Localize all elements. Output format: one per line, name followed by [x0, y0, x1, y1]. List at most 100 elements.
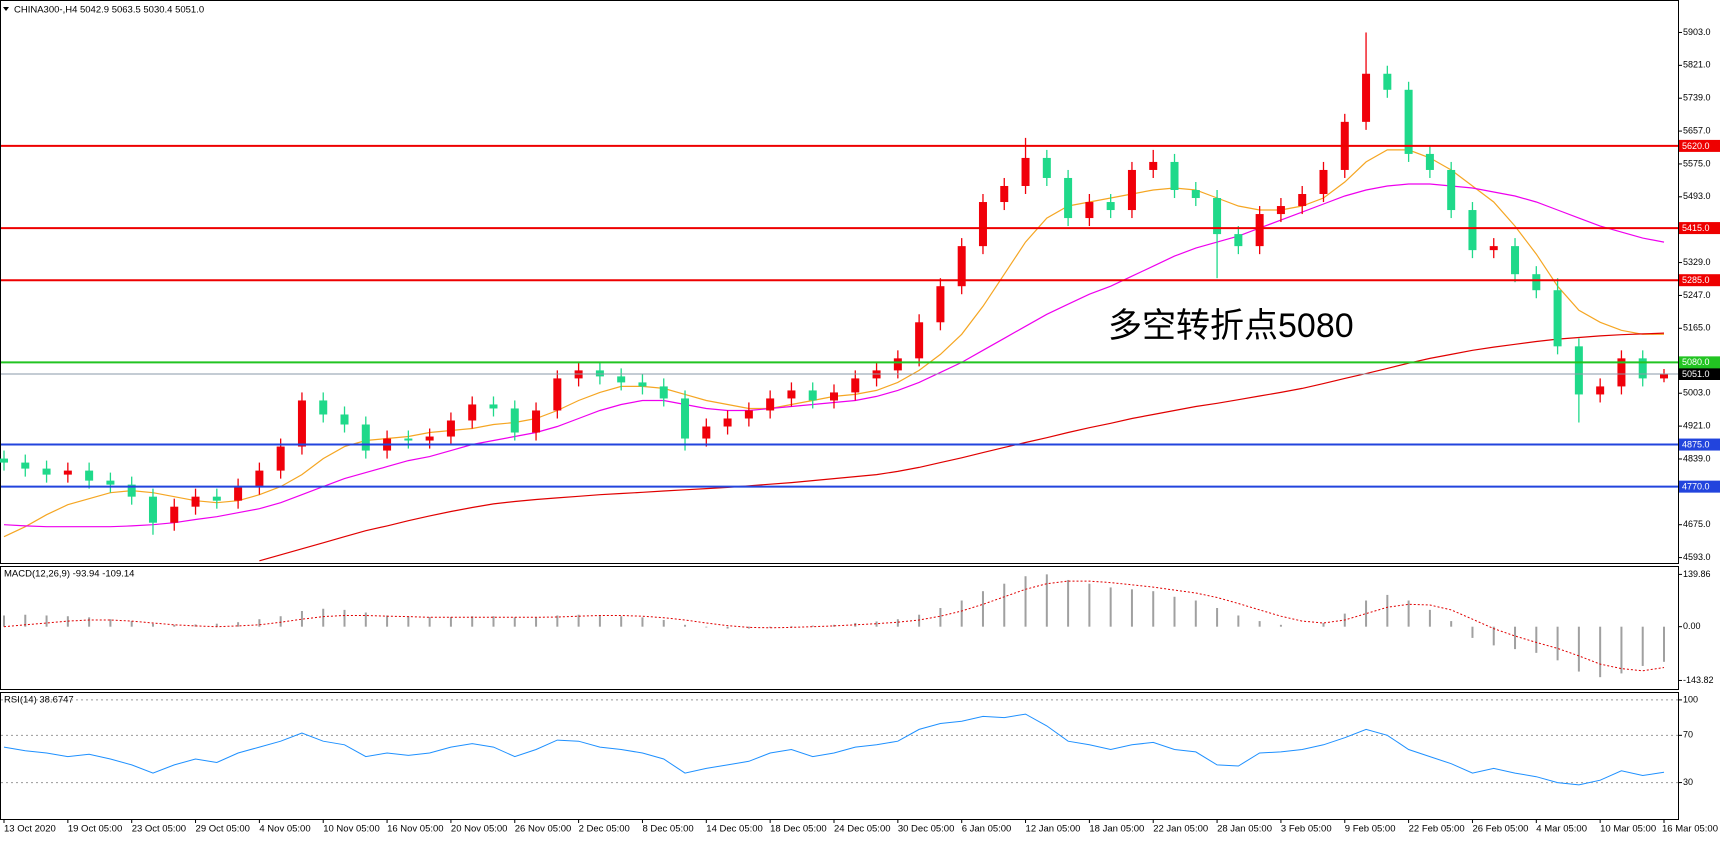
candle-body [553, 378, 562, 411]
candle-body [1106, 202, 1115, 211]
candle-body [617, 376, 626, 383]
x-tick-label: 2 Dec 05:00 [579, 824, 630, 835]
moving-average [259, 332, 1665, 562]
candle-body [255, 470, 264, 487]
candle-body [787, 390, 796, 399]
candle-body [234, 486, 243, 501]
candle-body [1191, 190, 1200, 199]
candle-body [1064, 177, 1073, 219]
x-tick-label: 22 Jan 05:00 [1153, 824, 1208, 835]
menu-triangle [3, 7, 9, 11]
x-tick-label: 19 Oct 05:00 [68, 824, 122, 835]
x-tick-label: 24 Dec 05:00 [834, 824, 891, 835]
level-box [1679, 356, 1720, 369]
x-tick-label: 8 Dec 05:00 [642, 824, 693, 835]
candle-body [532, 410, 541, 433]
candle-body [319, 400, 328, 415]
macd-panel [0, 566, 1679, 690]
x-tick-label: 26 Feb 05:00 [1472, 824, 1528, 835]
level-label: 4770.0 [1682, 482, 1710, 492]
candle-body [638, 382, 647, 387]
candle-body [1532, 274, 1541, 291]
level-label: 5620.0 [1682, 141, 1710, 151]
candle-body [659, 386, 668, 399]
chart-title: CHINA300-,H4 5042.9 5063.5 5030.4 5051.0 [14, 5, 204, 16]
level-box [1679, 274, 1720, 287]
candle-body [808, 390, 817, 401]
y-tick-label: 100 [1683, 694, 1698, 704]
candle-body [1638, 358, 1647, 379]
signal-line [3, 580, 1665, 672]
x-tick-label: 14 Dec 05:00 [706, 824, 763, 835]
candle-body [915, 322, 924, 359]
y-tick-label: 5165.0 [1683, 323, 1711, 333]
y-tick-label: 4921.0 [1683, 420, 1711, 430]
candle-body [681, 398, 690, 439]
x-tick-label: 29 Oct 05:00 [196, 824, 250, 835]
level-label: 5415.0 [1682, 223, 1710, 233]
candle-body [148, 496, 157, 523]
x-tick-label: 6 Jan 05:00 [962, 824, 1012, 835]
x-tick-label: 16 Nov 05:00 [387, 824, 444, 835]
candle-body [830, 392, 838, 401]
candle-body [170, 506, 179, 523]
x-tick-label: 3 Feb 05:00 [1281, 824, 1332, 835]
candle-body [1000, 185, 1009, 203]
y-tick-label: 5003.0 [1683, 388, 1711, 398]
candle-body [744, 410, 753, 419]
level-box [1679, 139, 1720, 152]
candle-body [1298, 194, 1307, 207]
candle-body [297, 400, 306, 447]
candle-body [766, 398, 775, 411]
candle-body [1149, 161, 1158, 170]
candle-body [957, 246, 966, 287]
level-label: 4875.0 [1682, 439, 1710, 449]
x-tick-label: 4 Mar 05:00 [1536, 824, 1587, 835]
candle-body [1213, 198, 1222, 235]
candle-body [1234, 234, 1243, 247]
candle-body [85, 470, 94, 481]
level-label: 5080.0 [1682, 357, 1710, 367]
candle-body [1021, 157, 1030, 186]
candle-body [468, 404, 477, 421]
x-tick-label: 18 Jan 05:00 [1089, 824, 1144, 835]
y-tick-label: 30 [1683, 777, 1693, 787]
x-tick-label: 18 Dec 05:00 [770, 824, 827, 835]
main-panel [0, 0, 1679, 564]
candle-body [1319, 169, 1328, 195]
x-tick-label: 13 Oct 2020 [4, 824, 56, 835]
candle-body [63, 470, 72, 475]
y-tick-label: 70 [1683, 730, 1693, 740]
level-box [1679, 438, 1720, 451]
y-tick-label: 5657.0 [1683, 125, 1711, 135]
candle-body [1596, 386, 1605, 395]
candle-body [978, 202, 987, 247]
y-tick-label: 5739.0 [1683, 93, 1711, 103]
y-tick-label: 5903.0 [1683, 27, 1711, 37]
y-tick-label: 5575.0 [1683, 158, 1711, 168]
y-tick-label: 4839.0 [1683, 453, 1711, 463]
level-box [1679, 222, 1720, 235]
candle-body [340, 414, 349, 425]
candle-body [510, 408, 519, 433]
candle-body [106, 480, 115, 485]
y-tick-label: 5247.0 [1683, 290, 1711, 300]
level-box [1679, 367, 1720, 380]
x-tick-label: 10 Mar 05:00 [1600, 824, 1656, 835]
candle-body [1425, 153, 1434, 170]
candle-body [446, 420, 455, 437]
candle-body [1489, 246, 1498, 251]
x-tick-label: 23 Oct 05:00 [132, 824, 186, 835]
y-tick-label: 4675.0 [1683, 519, 1711, 529]
y-tick-label: -143.82 [1683, 675, 1714, 685]
candle-body [1404, 89, 1413, 154]
x-tick-label: 20 Nov 05:00 [451, 824, 508, 835]
candle-body [361, 424, 370, 451]
candle-body [1447, 169, 1456, 211]
candle-body [1042, 157, 1051, 178]
level-label: 5051.0 [1682, 369, 1710, 379]
macd-title: MACD(12,26,9) -93.94 -109.14 [4, 569, 134, 580]
rsi-line [3, 713, 1665, 786]
candle-body [851, 378, 860, 393]
